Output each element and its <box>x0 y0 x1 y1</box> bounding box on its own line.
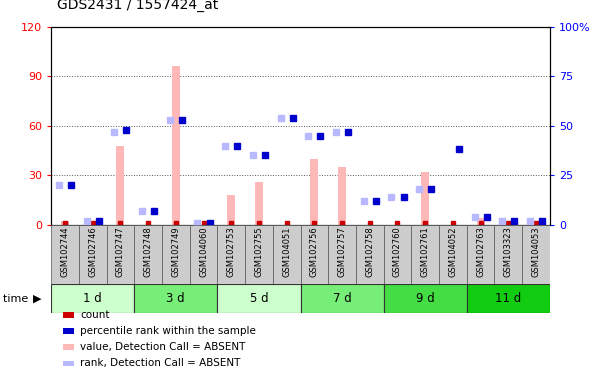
Text: GSM102744: GSM102744 <box>61 227 70 277</box>
Bar <box>227 195 235 225</box>
Bar <box>162 225 190 284</box>
Text: GSM102749: GSM102749 <box>171 227 180 277</box>
Bar <box>134 284 218 313</box>
Text: GSM104053: GSM104053 <box>531 227 540 277</box>
Bar <box>467 284 550 313</box>
Text: 11 d: 11 d <box>495 292 522 305</box>
Text: GSM102746: GSM102746 <box>88 227 97 277</box>
Text: GDS2431 / 1557424_at: GDS2431 / 1557424_at <box>57 0 218 12</box>
Text: GSM104060: GSM104060 <box>199 227 208 277</box>
Text: 3 d: 3 d <box>166 292 185 305</box>
Bar <box>356 225 383 284</box>
Bar <box>51 284 134 313</box>
Text: GSM102755: GSM102755 <box>254 227 263 277</box>
Text: GSM102756: GSM102756 <box>310 227 319 277</box>
Text: GSM103323: GSM103323 <box>504 227 513 277</box>
Text: GSM102761: GSM102761 <box>421 227 430 277</box>
Bar <box>61 221 69 225</box>
Bar <box>477 218 484 225</box>
Bar <box>273 225 300 284</box>
Bar <box>383 225 411 284</box>
Bar <box>495 225 522 284</box>
Bar <box>338 167 346 225</box>
Text: value, Detection Call = ABSENT: value, Detection Call = ABSENT <box>80 342 245 352</box>
Text: time: time <box>3 293 32 304</box>
Text: GSM102760: GSM102760 <box>393 227 402 277</box>
Bar <box>411 225 439 284</box>
Text: 1 d: 1 d <box>84 292 102 305</box>
Text: GSM102753: GSM102753 <box>227 227 236 277</box>
Text: 7 d: 7 d <box>333 292 352 305</box>
Bar <box>218 284 300 313</box>
Bar <box>255 182 263 225</box>
Bar <box>117 146 124 225</box>
Bar <box>311 159 319 225</box>
Bar <box>439 225 467 284</box>
Bar <box>51 225 79 284</box>
Bar <box>218 225 245 284</box>
Text: GSM104052: GSM104052 <box>448 227 457 277</box>
Bar <box>300 225 328 284</box>
Bar <box>172 66 180 225</box>
Bar <box>79 225 106 284</box>
Bar <box>300 284 383 313</box>
Bar <box>134 225 162 284</box>
Bar <box>522 225 550 284</box>
Text: GSM102758: GSM102758 <box>365 227 374 277</box>
Bar <box>245 225 273 284</box>
Bar <box>421 172 429 225</box>
Text: count: count <box>80 310 109 320</box>
Text: GSM102747: GSM102747 <box>116 227 125 277</box>
Text: GSM104051: GSM104051 <box>282 227 291 277</box>
Text: rank, Detection Call = ABSENT: rank, Detection Call = ABSENT <box>80 358 240 368</box>
Text: 9 d: 9 d <box>416 292 435 305</box>
Bar <box>504 223 512 225</box>
Text: GSM102748: GSM102748 <box>144 227 153 277</box>
Text: percentile rank within the sample: percentile rank within the sample <box>80 326 256 336</box>
Bar <box>190 225 218 284</box>
Bar <box>106 225 134 284</box>
Text: GSM102763: GSM102763 <box>476 227 485 277</box>
Text: ▶: ▶ <box>33 293 41 304</box>
Bar <box>467 225 495 284</box>
Bar <box>383 284 467 313</box>
Text: 5 d: 5 d <box>249 292 268 305</box>
Bar <box>328 225 356 284</box>
Text: GSM102757: GSM102757 <box>338 227 347 277</box>
